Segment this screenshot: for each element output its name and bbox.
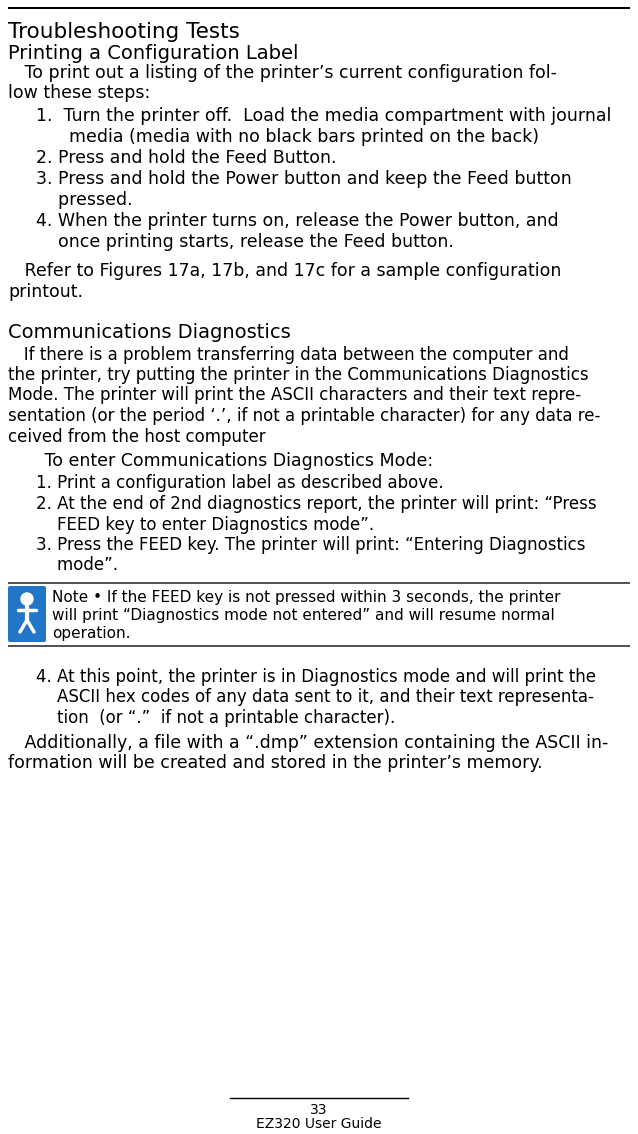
Text: Communications Diagnostics: Communications Diagnostics	[8, 323, 291, 342]
Text: pressed.: pressed.	[36, 191, 133, 209]
Text: 4. At this point, the printer is in Diagnostics mode and will print the: 4. At this point, the printer is in Diag…	[36, 668, 596, 686]
Text: EZ320 User Guide: EZ320 User Guide	[256, 1117, 382, 1131]
Text: printout.: printout.	[8, 284, 83, 301]
Text: 3. Press the FEED key. The printer will print: “Entering Diagnostics: 3. Press the FEED key. The printer will …	[36, 536, 586, 555]
Text: 1. Print a configuration label as described above.: 1. Print a configuration label as descri…	[36, 474, 443, 492]
Text: 3. Press and hold the Power button and keep the Feed button: 3. Press and hold the Power button and k…	[36, 170, 572, 188]
Text: Additionally, a file with a “.dmp” extension containing the ASCII in-: Additionally, a file with a “.dmp” exten…	[8, 734, 609, 752]
Text: Mode. The printer will print the ASCII characters and their text repre-: Mode. The printer will print the ASCII c…	[8, 387, 581, 405]
Text: tion  (or “.”  if not a printable character).: tion (or “.” if not a printable characte…	[36, 709, 396, 727]
Text: operation.: operation.	[52, 626, 131, 641]
Text: To print out a listing of the printer’s current configuration fol-: To print out a listing of the printer’s …	[8, 64, 557, 82]
Text: ceived from the host computer: ceived from the host computer	[8, 428, 265, 446]
Text: ASCII hex codes of any data sent to it, and their text representa-: ASCII hex codes of any data sent to it, …	[36, 688, 594, 706]
Text: low these steps:: low these steps:	[8, 85, 151, 102]
Text: If there is a problem transferring data between the computer and: If there is a problem transferring data …	[8, 346, 569, 364]
Text: Troubleshooting Tests: Troubleshooting Tests	[8, 22, 240, 42]
Circle shape	[21, 593, 33, 606]
FancyBboxPatch shape	[8, 586, 46, 642]
Text: 2. Press and hold the Feed Button.: 2. Press and hold the Feed Button.	[36, 149, 336, 167]
Text: Refer to Figures 17a, 17b, and 17c for a sample configuration: Refer to Figures 17a, 17b, and 17c for a…	[8, 262, 561, 280]
Text: Note • If the FEED key is not pressed within 3 seconds, the printer: Note • If the FEED key is not pressed wi…	[52, 590, 561, 606]
Text: Printing a Configuration Label: Printing a Configuration Label	[8, 44, 299, 64]
Text: 33: 33	[310, 1103, 328, 1117]
Text: 4. When the printer turns on, release the Power button, and: 4. When the printer turns on, release th…	[36, 212, 559, 230]
Text: will print “Diagnostics mode not entered” and will resume normal: will print “Diagnostics mode not entered…	[52, 608, 555, 623]
Text: sentation (or the period ‘.’, if not a printable character) for any data re-: sentation (or the period ‘.’, if not a p…	[8, 407, 600, 425]
Text: once printing starts, release the Feed button.: once printing starts, release the Feed b…	[36, 232, 454, 251]
Text: formation will be created and stored in the printer’s memory.: formation will be created and stored in …	[8, 754, 543, 772]
Text: FEED key to enter Diagnostics mode”.: FEED key to enter Diagnostics mode”.	[36, 516, 374, 533]
Text: 2. At the end of 2nd diagnostics report, the printer will print: “Press: 2. At the end of 2nd diagnostics report,…	[36, 496, 597, 513]
Text: media (media with no black bars printed on the back): media (media with no black bars printed …	[36, 127, 539, 145]
Text: mode”.: mode”.	[36, 557, 118, 575]
Text: To enter Communications Diagnostics Mode:: To enter Communications Diagnostics Mode…	[28, 452, 433, 469]
Text: 1.  Turn the printer off.  Load the media compartment with journal: 1. Turn the printer off. Load the media …	[36, 107, 611, 125]
Text: the printer, try putting the printer in the Communications Diagnostics: the printer, try putting the printer in …	[8, 366, 589, 384]
